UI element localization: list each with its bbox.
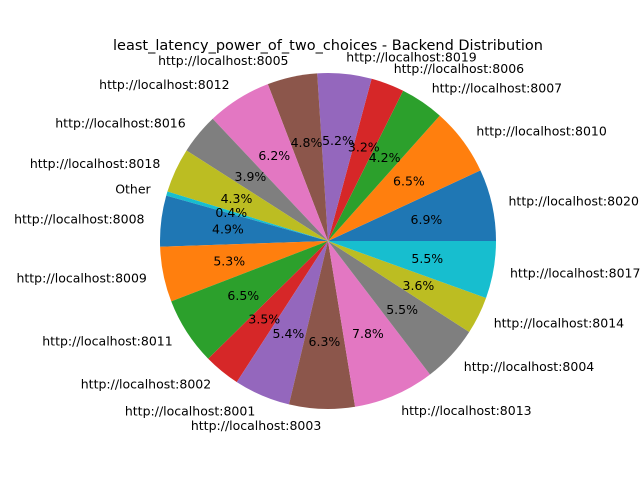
slice-label: http://localhost:8007 [432, 81, 562, 96]
percent-label: 4.8% [291, 135, 323, 150]
pie-slice [236, 241, 328, 405]
percent-label: 4.9% [212, 222, 244, 237]
pie-slice [328, 78, 404, 241]
pie-slice [328, 241, 431, 407]
slice-label: http://localhost:8016 [55, 116, 185, 131]
percent-labels: 6.9% 6.5% 4.2%3.2%5.2%4.8%6.2% 3.9% 4.3%0.4%… [212, 133, 443, 349]
percent-label: 6.9% [411, 212, 443, 227]
pie-slice [328, 115, 481, 241]
pie-slice [328, 90, 440, 241]
pie-slice [317, 73, 372, 241]
pie-slice [186, 118, 328, 241]
slice-label: http://localhost:8003 [191, 418, 321, 433]
percent-label: 0.4% [215, 205, 247, 220]
pie-slice [289, 241, 356, 409]
slice-label: http://localhost:8019 [346, 50, 476, 65]
percent-label: 5.5% [386, 302, 418, 317]
pie-slice [328, 170, 496, 241]
slice-label: http://localhost:8020 [509, 194, 639, 209]
slice-label: http://localhost:8013 [401, 403, 531, 418]
slice-label: http://localhost:8014 [494, 315, 624, 330]
slice-label: http://localhost:8004 [464, 359, 594, 374]
slice-label: http://localhost:8005 [158, 53, 288, 68]
pie-slice [328, 241, 470, 375]
pie-slice [267, 73, 328, 241]
percent-label: 3.5% [248, 312, 280, 327]
percent-label: 5.3% [213, 254, 245, 269]
pie-slice [160, 241, 328, 302]
percent-label: 4.3% [221, 191, 253, 206]
slice-label: http://localhost:8008 [14, 212, 144, 227]
slice-label: http://localhost:8001 [125, 403, 255, 418]
pie-slices [159, 73, 496, 409]
percent-label: 6.5% [227, 288, 259, 303]
percent-label: 3.2% [348, 139, 380, 154]
percent-label: 5.4% [273, 326, 305, 341]
slice-labels: http://localhost:8020 http://localhost:80… [14, 50, 640, 434]
pie-slice [167, 150, 328, 241]
percent-label: 6.3% [309, 334, 341, 349]
pie-slice [212, 84, 328, 242]
percent-label: 6.5% [393, 173, 425, 188]
slice-label: http://localhost:8017 [510, 265, 640, 280]
pie-slice [171, 241, 328, 359]
slice-label: http://localhost:8012 [99, 77, 229, 92]
pie-slice [328, 241, 487, 332]
pie-slice [208, 241, 328, 383]
percent-label: 6.2% [258, 148, 290, 163]
chart-title: least_latency_power_of_two_choices - Bac… [113, 38, 543, 54]
percent-label: 5.5% [411, 251, 443, 266]
slice-label: Other [115, 181, 151, 196]
slice-label: http://localhost:8009 [16, 270, 146, 285]
percent-label: 5.2% [322, 133, 354, 148]
pie-slice [166, 191, 328, 241]
slice-label: http://localhost:8010 [476, 123, 606, 138]
slice-label: http://localhost:8011 [42, 334, 172, 349]
slice-label: http://localhost:8006 [394, 61, 524, 76]
pie-slice [159, 195, 328, 247]
percent-label: 3.9% [235, 169, 267, 184]
slice-label: http://localhost:8018 [30, 156, 160, 171]
pie-slice [328, 241, 496, 298]
percent-label: 4.2% [369, 150, 401, 165]
percent-label: 7.8% [352, 326, 384, 341]
slice-label: http://localhost:8002 [81, 377, 211, 392]
percent-label: 3.6% [403, 278, 435, 293]
